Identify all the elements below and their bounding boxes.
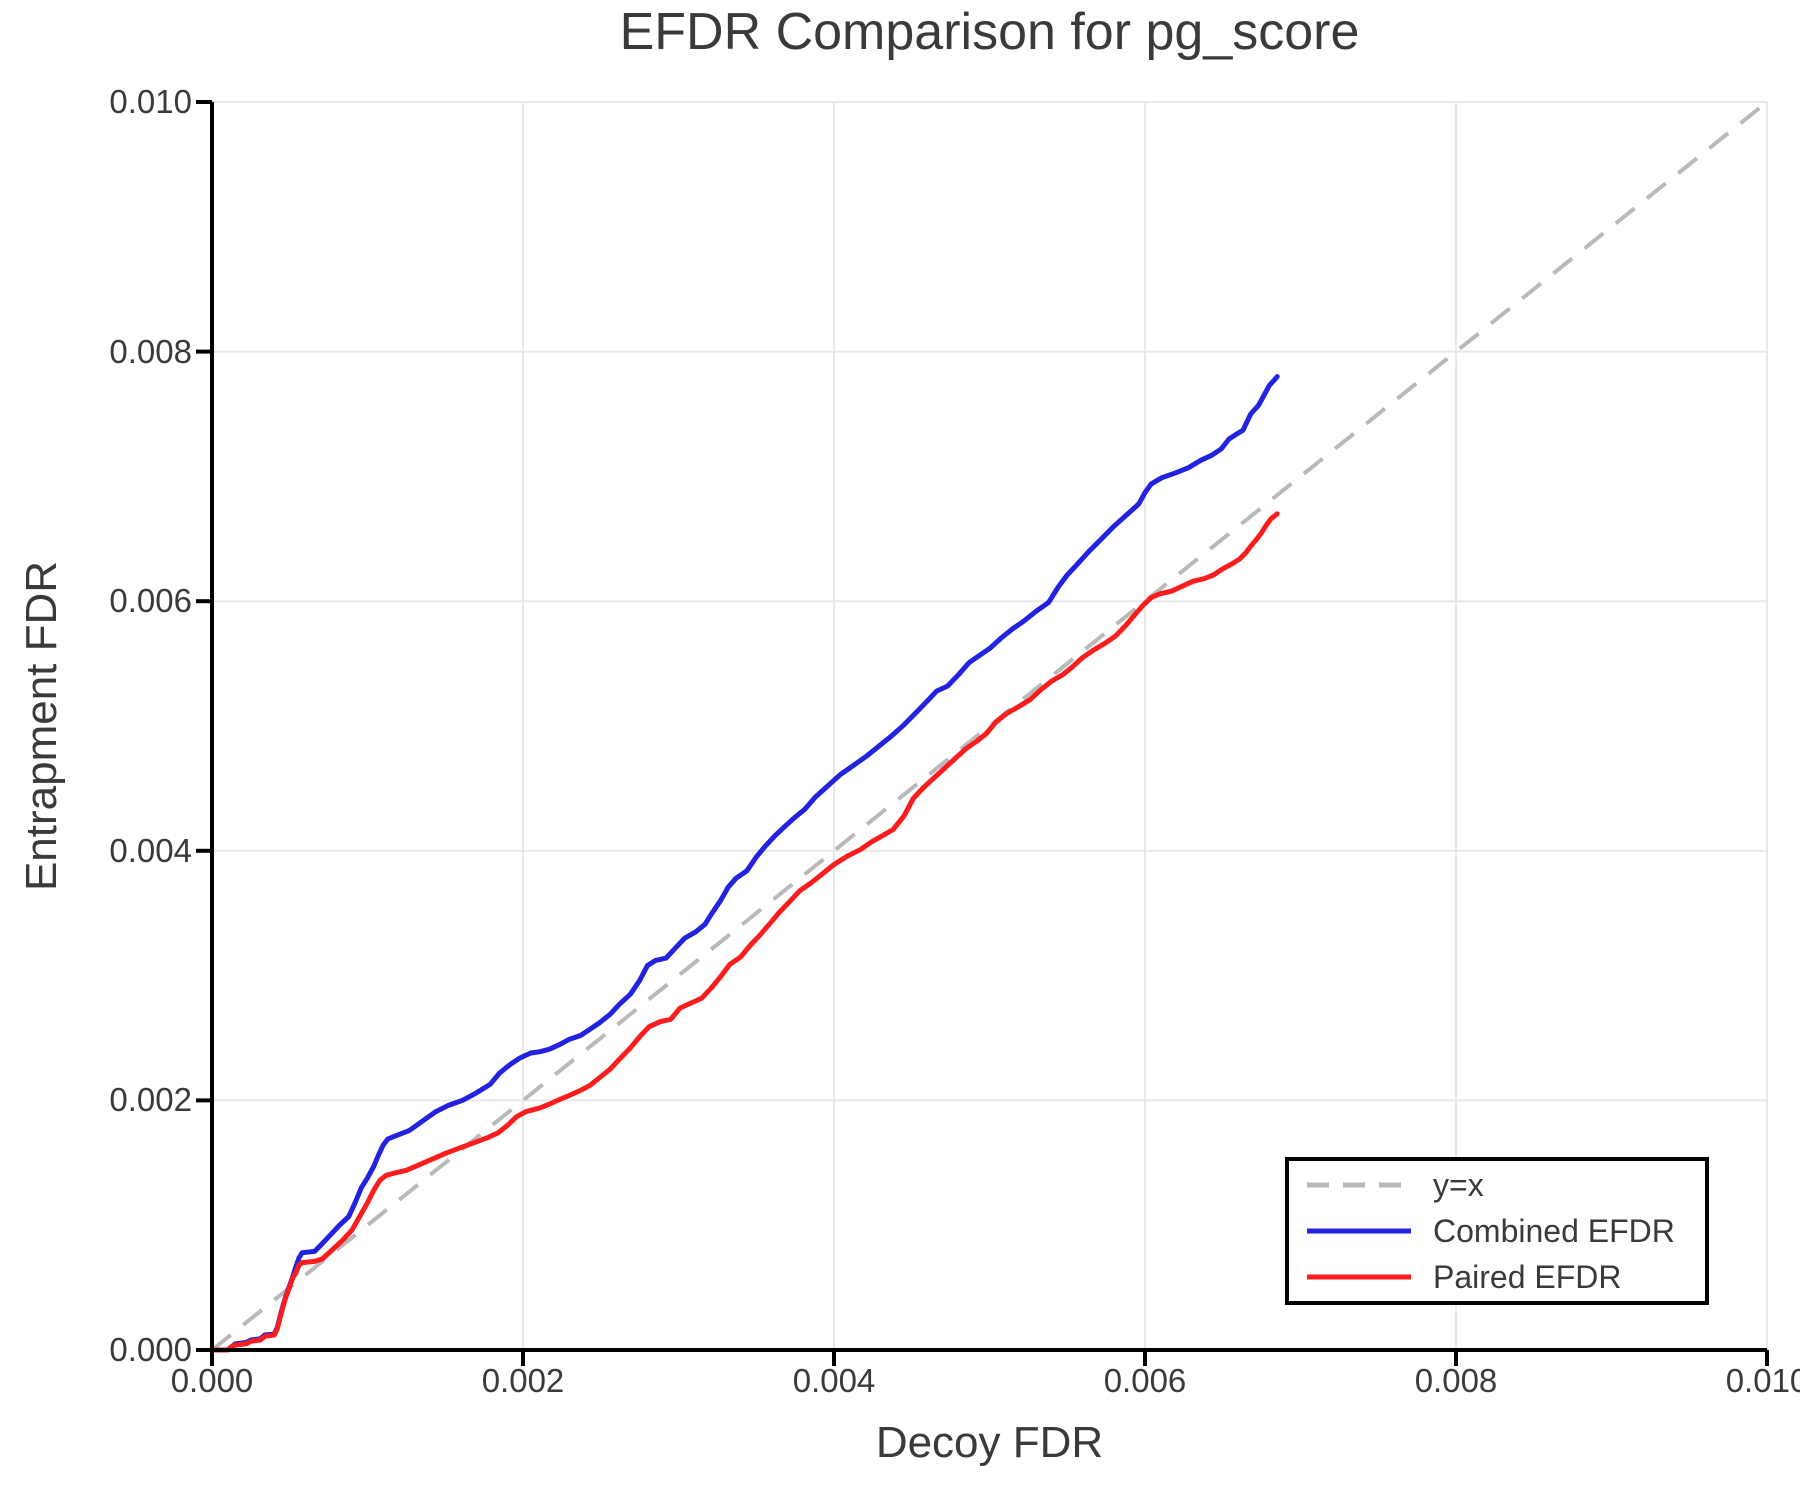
y-tick-label: 0.010 [109, 83, 192, 120]
y-tick-label: 0.002 [109, 1081, 192, 1119]
x-tick-label: 0.006 [1103, 1362, 1187, 1399]
legend-label-combined-efdr: Combined EFDR [1433, 1212, 1675, 1249]
y-tick-label: 0.006 [109, 582, 192, 620]
x-tick-label: 0.008 [1414, 1362, 1498, 1399]
x-tick-label: 0.010 [1725, 1362, 1800, 1399]
x-tick-label: 0.002 [481, 1362, 565, 1399]
legend-dashed-line-icon [1307, 1182, 1411, 1188]
legend-item-combined-efdr: Combined EFDR [1305, 1212, 1705, 1250]
y-tick-label: 0.004 [109, 831, 192, 869]
legend-item-yx: y=x [1305, 1166, 1705, 1204]
x-axis-label: Decoy FDR [875, 1418, 1104, 1467]
legend-label-yx: y=x [1433, 1166, 1484, 1203]
y-tick-label: 0.008 [109, 332, 192, 370]
series-line-paired-efdr [209, 511, 1280, 1353]
x-tick-label: 0.004 [792, 1362, 876, 1399]
legend: y=x Combined EFDR Paired EFDR [1285, 1157, 1709, 1305]
x-tick-label: 0.000 [170, 1362, 254, 1399]
legend-red-line-icon [1307, 1274, 1411, 1280]
chart-title: EFDR Comparison for pg_score [619, 3, 1360, 61]
legend-blue-line-icon [1307, 1228, 1411, 1234]
legend-label-paired-efdr: Paired EFDR [1433, 1258, 1622, 1295]
plot-svg [196, 100, 1769, 1366]
series-line-combined-efdr [209, 374, 1280, 1353]
legend-item-paired-efdr: Paired EFDR [1305, 1258, 1705, 1296]
plot-area [196, 100, 1769, 1366]
y-tick-label: 0.000 [109, 1331, 192, 1368]
